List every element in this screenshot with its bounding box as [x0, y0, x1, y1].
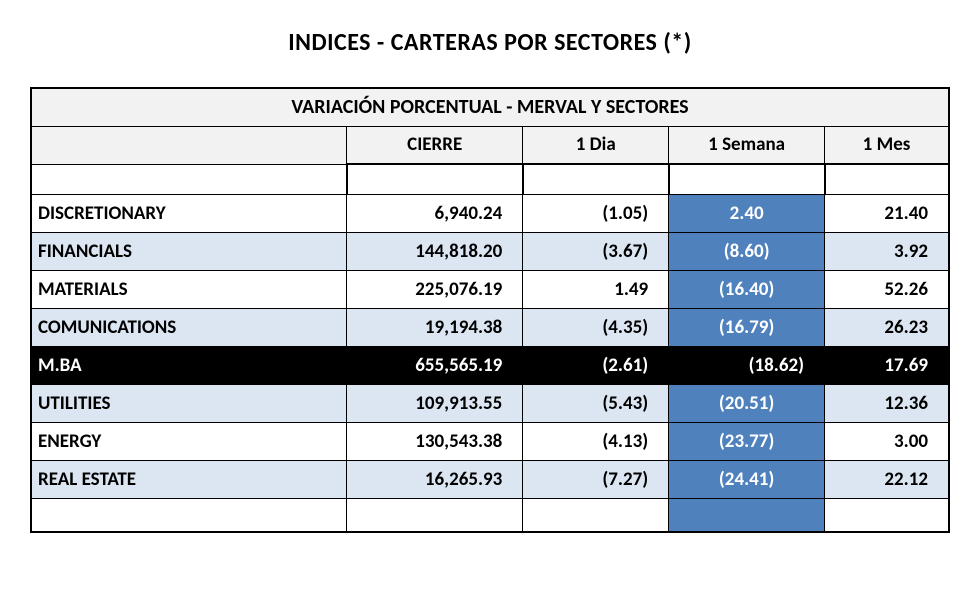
- row-cierre: 225,076.19: [347, 270, 523, 308]
- row-dia: (1.05): [523, 194, 669, 232]
- sectors-table: VARIACIÓN PORCENTUAL - MERVAL Y SECTORES…: [30, 87, 950, 533]
- row-mes: 12.36: [825, 384, 949, 422]
- row-label: COMUNICATIONS: [31, 308, 347, 346]
- footer-blue-cell: [669, 498, 825, 532]
- col-header-mes: 1 Mes: [825, 126, 949, 164]
- row-semana: (24.41): [669, 460, 825, 498]
- row-dia: (4.35): [523, 308, 669, 346]
- row-mes: 17.69: [825, 346, 949, 384]
- row-label: DISCRETIONARY: [31, 194, 347, 232]
- row-dia: (7.27): [523, 460, 669, 498]
- row-dia: (3.67): [523, 232, 669, 270]
- row-label: M.BA: [31, 346, 347, 384]
- page-title: INDICES - CARTERAS POR SECTORES (*): [30, 28, 950, 57]
- row-semana: (23.77): [669, 422, 825, 460]
- column-header-row: CIERRE 1 Dia 1 Semana 1 Mes: [31, 126, 949, 164]
- footer-row: [31, 498, 949, 532]
- col-header-dia: 1 Dia: [523, 126, 669, 164]
- row-semana: (16.40): [669, 270, 825, 308]
- row-mes: 3.00: [825, 422, 949, 460]
- table-row: ENERGY 130,543.38 (4.13) (23.77) 3.00: [31, 422, 949, 460]
- row-label: ENERGY: [31, 422, 347, 460]
- table-row: UTILITIES 109,913.55 (5.43) (20.51) 12.3…: [31, 384, 949, 422]
- table-title-row: VARIACIÓN PORCENTUAL - MERVAL Y SECTORES: [31, 88, 949, 126]
- row-label: MATERIALS: [31, 270, 347, 308]
- table-row-highlight: M.BA 655,565.19 (2.61) (18.62) 17.69: [31, 346, 949, 384]
- row-cierre: 16,265.93: [347, 460, 523, 498]
- row-semana: 2.40: [669, 194, 825, 232]
- row-dia: 1.49: [523, 270, 669, 308]
- row-dia: (2.61): [523, 346, 669, 384]
- row-semana: (20.51): [669, 384, 825, 422]
- row-label: FINANCIALS: [31, 232, 347, 270]
- spacer-row: [31, 164, 949, 194]
- table-row: MATERIALS 225,076.19 1.49 (16.40) 52.26: [31, 270, 949, 308]
- table-row: COMUNICATIONS 19,194.38 (4.35) (16.79) 2…: [31, 308, 949, 346]
- row-label: UTILITIES: [31, 384, 347, 422]
- row-mes: 26.23: [825, 308, 949, 346]
- col-header-cierre: CIERRE: [347, 126, 523, 164]
- row-cierre: 130,543.38: [347, 422, 523, 460]
- row-cierre: 144,818.20: [347, 232, 523, 270]
- row-semana: (18.62): [669, 346, 825, 384]
- row-mes: 3.92: [825, 232, 949, 270]
- row-semana: (8.60): [669, 232, 825, 270]
- table-row: REAL ESTATE 16,265.93 (7.27) (24.41) 22.…: [31, 460, 949, 498]
- col-header-label: [31, 126, 347, 164]
- row-dia: (4.13): [523, 422, 669, 460]
- table-row: DISCRETIONARY 6,940.24 (1.05) 2.40 21.40: [31, 194, 949, 232]
- row-dia: (5.43): [523, 384, 669, 422]
- row-cierre: 19,194.38: [347, 308, 523, 346]
- row-cierre: 655,565.19: [347, 346, 523, 384]
- row-mes: 22.12: [825, 460, 949, 498]
- table-title-cell: VARIACIÓN PORCENTUAL - MERVAL Y SECTORES: [31, 88, 949, 126]
- table-row: FINANCIALS 144,818.20 (3.67) (8.60) 3.92: [31, 232, 949, 270]
- row-cierre: 109,913.55: [347, 384, 523, 422]
- row-mes: 21.40: [825, 194, 949, 232]
- col-header-semana: 1 Semana: [669, 126, 825, 164]
- row-cierre: 6,940.24: [347, 194, 523, 232]
- row-mes: 52.26: [825, 270, 949, 308]
- row-semana: (16.79): [669, 308, 825, 346]
- row-label: REAL ESTATE: [31, 460, 347, 498]
